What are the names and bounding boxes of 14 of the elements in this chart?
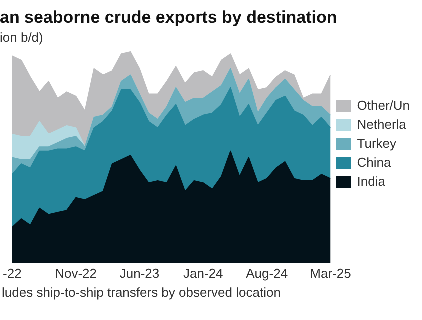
chart-title: an seaborne crude exports by destination <box>0 8 338 27</box>
legend-label: Other/Un <box>357 98 410 114</box>
text: ludes ship-to-ship transfers by observed location <box>2 285 282 301</box>
x-tick-label: Mar-25 <box>310 266 352 281</box>
x-tick-label: Nov-22 <box>55 266 98 281</box>
chart-subtitle: ion b/d) <box>0 30 44 45</box>
x-tick-label: Aug-24 <box>246 266 288 281</box>
x-tick-label: Jan-24 <box>184 266 224 281</box>
x-tick-label: Jun-23 <box>120 266 160 281</box>
legend-label: Netherla <box>357 117 408 132</box>
x-tick-label: -22 <box>2 266 22 281</box>
legend-label: Turkey <box>357 136 398 152</box>
legend-label: India <box>357 174 386 190</box>
legend-label: China <box>357 155 392 170</box>
